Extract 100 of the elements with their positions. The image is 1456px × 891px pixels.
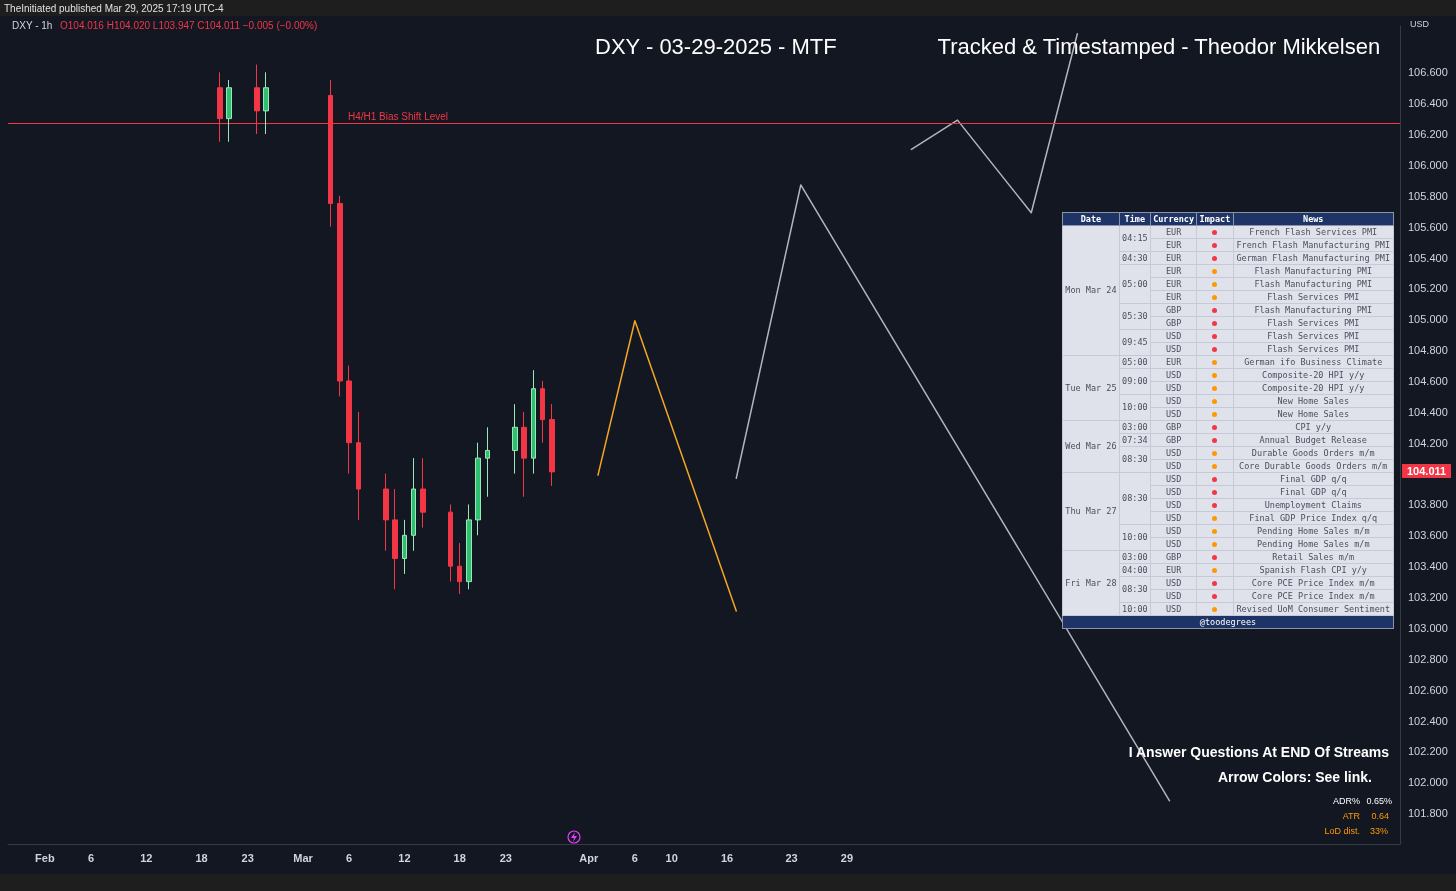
- text: Durable Goods Orders m/m: [1251, 447, 1375, 458]
- y-tick-label: 105.800: [1408, 189, 1448, 202]
- candlestick: [392, 488, 398, 590]
- text: Fri Mar 28: [1065, 577, 1117, 588]
- text: USD: [1165, 408, 1182, 419]
- x-tick-label: 16: [720, 851, 734, 864]
- text: 08:30: [1122, 584, 1148, 594]
- candlestick: [411, 457, 416, 552]
- text: EUR: [1165, 564, 1182, 575]
- text: Flash Manufacturing PMI: [1254, 304, 1373, 315]
- x-tick-label: Feb: [35, 851, 55, 864]
- y-tick-label: 102.200: [1408, 745, 1448, 758]
- x-tick-label: 6: [87, 851, 95, 864]
- y-tick-label: 102.000: [1408, 776, 1448, 789]
- category-label: Time: [1119, 212, 1151, 226]
- x-tick-label: 18: [195, 851, 208, 864]
- text: 05:00: [1122, 278, 1148, 289]
- candlestick: [475, 442, 481, 536]
- candlestick: [448, 503, 453, 583]
- text: Final GDP q/q: [1279, 473, 1347, 484]
- text: German Flash Manufacturing PMI: [1236, 252, 1391, 263]
- text: Wed Mar 26: [1065, 441, 1117, 451]
- x-tick-label: 23: [785, 851, 798, 864]
- y-tick-label: 103.800: [1408, 498, 1448, 511]
- text: CPI y/y: [1295, 421, 1332, 432]
- x-tick-label: 12: [398, 851, 411, 864]
- text: 10:00: [1122, 532, 1148, 542]
- text: USD: [1165, 499, 1182, 510]
- candlestick: [466, 503, 472, 590]
- y-tick-label: 102.600: [1408, 683, 1448, 696]
- text: Thu Mar 27: [1065, 506, 1117, 516]
- y-tick-label: 103.200: [1408, 591, 1448, 604]
- candlestick: [512, 403, 518, 475]
- text: 104.011: [1402, 464, 1452, 478]
- text: GBP: [1165, 434, 1182, 445]
- text: 09:00: [1122, 376, 1148, 386]
- candlestick: [457, 542, 462, 595]
- text: USD: [1165, 395, 1182, 406]
- text: USD: [1165, 525, 1182, 536]
- text: EUR: [1165, 239, 1182, 250]
- x-tick-label: 23: [499, 851, 512, 864]
- annotation: @toodegrees: [1062, 615, 1394, 629]
- text: USD: [1165, 603, 1182, 614]
- text: USD: [1165, 538, 1182, 549]
- text: USD: [1165, 343, 1182, 354]
- text: Flash Services PMI: [1267, 291, 1360, 302]
- text: GBP: [1165, 421, 1182, 432]
- y-tick-label: 106.600: [1408, 66, 1448, 79]
- text: Composite-20 HPI y/y: [1262, 369, 1365, 380]
- text: 03:00: [1122, 551, 1148, 562]
- y-tick-label: 106.200: [1408, 128, 1448, 141]
- y-tick-label: 106.400: [1408, 97, 1448, 110]
- text: 03:00: [1122, 421, 1148, 432]
- x-tick-label: 12: [140, 851, 153, 864]
- y-tick-label: 104.200: [1408, 436, 1448, 449]
- text: 08:30: [1122, 454, 1148, 464]
- y-tick-label: 104.400: [1408, 405, 1448, 418]
- y-tick-label: 103.600: [1408, 529, 1448, 542]
- text: Core PCE Price Index m/m: [1251, 577, 1375, 588]
- text: Flash Services PMI: [1267, 317, 1360, 328]
- category-label: Currency: [1150, 212, 1197, 226]
- annotation: DXY - 1h: [12, 20, 53, 31]
- candlestick: [356, 411, 361, 521]
- ref-line-label: H4/H1 Bias Shift Level: [348, 110, 449, 122]
- text: Flash Manufacturing PMI: [1254, 265, 1373, 276]
- candlestick: [226, 79, 232, 143]
- text: EUR: [1165, 356, 1182, 367]
- candlestick: [549, 403, 555, 487]
- text: Flash Services PMI: [1267, 343, 1360, 354]
- candlestick: [346, 365, 352, 475]
- annotation: Arrow Colors: See link.: [1217, 769, 1372, 785]
- y-tick-label: 106.000: [1408, 158, 1448, 171]
- text: Mon Mar 24: [1065, 285, 1117, 295]
- text: USD: [1165, 460, 1182, 471]
- text: GBP: [1165, 551, 1182, 562]
- annotation: 33%: [1369, 826, 1388, 836]
- text: Final GDP q/q: [1279, 486, 1347, 497]
- text: USD: [1165, 577, 1182, 588]
- x-tick-label: Mar: [293, 851, 314, 864]
- text: EUR: [1165, 265, 1182, 276]
- text: 09:45: [1122, 337, 1148, 347]
- text: EUR: [1165, 278, 1182, 289]
- text: French Flash Manufacturing PMI: [1236, 239, 1391, 250]
- text: USD: [1165, 590, 1182, 601]
- text: USD: [1165, 512, 1182, 523]
- y-tick-label: 103.400: [1408, 560, 1448, 573]
- text: Spanish Flash CPI y/y: [1259, 564, 1367, 575]
- candlestick: [402, 519, 407, 575]
- text: USD: [1165, 330, 1182, 341]
- text: Unemployment Claims: [1264, 499, 1362, 510]
- text: Core PCE Price Index m/m: [1251, 590, 1375, 601]
- text: 10:00: [1122, 603, 1148, 614]
- x-tick-label: 10: [665, 851, 678, 864]
- category-label: Date: [1062, 212, 1120, 226]
- y-tick-label: 102.800: [1408, 652, 1448, 665]
- category-label: Impact: [1196, 212, 1234, 226]
- x-tick-label: Apr: [579, 851, 599, 864]
- text: Final GDP Price Index q/q: [1249, 512, 1378, 523]
- annotation: LoD dist.: [1324, 826, 1360, 836]
- text: 08:30: [1122, 493, 1148, 503]
